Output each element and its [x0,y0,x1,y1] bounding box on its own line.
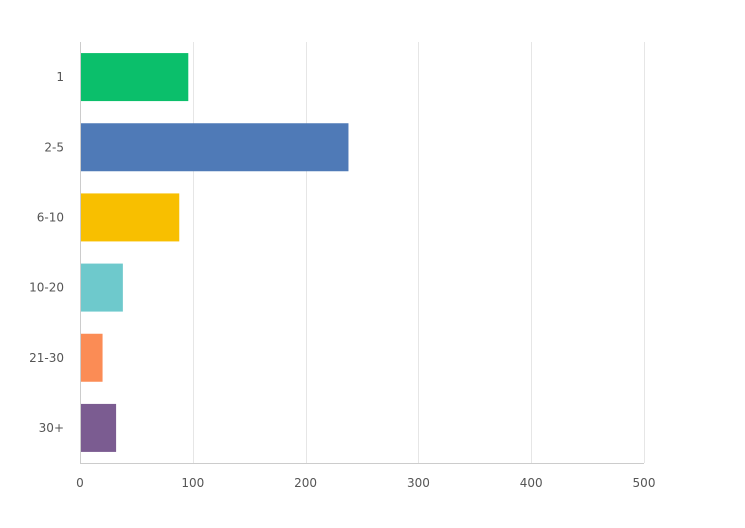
category-labels: 1 2-5 6-10 10-20 21-30 30+ [29,70,64,435]
x-tick-labels: 0 100 200 300 400 500 [76,476,655,490]
x-tick-label: 400 [520,476,543,490]
x-tick-label: 200 [294,476,317,490]
bar-30+ [81,403,117,452]
x-tick-label: 0 [76,476,84,490]
category-label: 30+ [39,421,64,435]
bar-10-20 [81,263,123,312]
x-tick-label: 100 [181,476,204,490]
category-label: 6-10 [37,210,64,224]
category-label: 1 [56,70,64,84]
category-label: 10-20 [29,281,64,295]
bars [81,53,349,452]
category-label: 2-5 [44,140,64,154]
bar-2-5 [81,123,349,172]
gridlines [193,42,645,463]
bar-6-10 [81,193,180,242]
bar-1 [81,53,189,102]
x-tick-label: 300 [407,476,430,490]
category-label: 21-30 [29,351,64,365]
x-tick-label: 500 [633,476,656,490]
bar-21-30 [81,333,103,382]
